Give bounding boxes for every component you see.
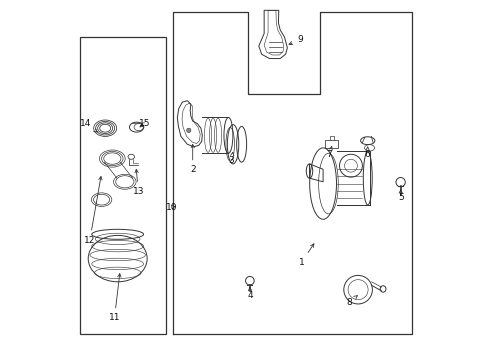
Text: 14: 14: [80, 119, 97, 132]
Text: 13: 13: [132, 170, 144, 196]
Text: 4: 4: [247, 287, 252, 300]
Text: 7: 7: [325, 147, 331, 159]
Text: 2: 2: [189, 144, 195, 175]
Text: 8: 8: [346, 296, 357, 307]
Text: 15: 15: [139, 120, 150, 129]
Bar: [80, 37, 165, 334]
Circle shape: [186, 128, 190, 132]
Text: 1: 1: [298, 244, 313, 267]
Text: 12: 12: [84, 176, 102, 244]
Text: 5: 5: [397, 190, 403, 202]
Bar: [324, 140, 338, 148]
Text: 9: 9: [288, 36, 303, 45]
Text: 6: 6: [364, 147, 369, 159]
Text: 3: 3: [228, 152, 234, 165]
Text: 10: 10: [165, 203, 177, 212]
Text: 11: 11: [108, 274, 121, 323]
